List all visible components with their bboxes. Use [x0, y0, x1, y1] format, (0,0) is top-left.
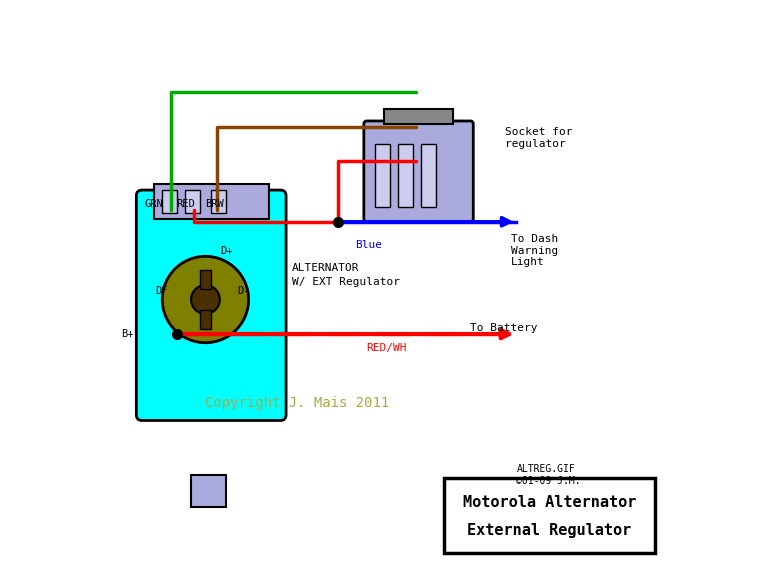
Circle shape [191, 285, 220, 314]
Text: ALTREG.GIF: ALTREG.GIF [516, 464, 575, 475]
Bar [445, 478, 654, 553]
Text: To Battery: To Battery [470, 323, 538, 334]
Text: Socket for: Socket for [505, 127, 572, 138]
Text: W/ EXT Regulator: W/ EXT Regulator [292, 277, 400, 287]
Text: regulator: regulator [505, 139, 566, 149]
Bar [200, 270, 211, 289]
Text: D+: D+ [220, 245, 233, 256]
Text: RED: RED [176, 199, 194, 210]
Bar [376, 144, 390, 207]
Bar [422, 144, 435, 207]
Text: Copyright J. Mais 2011: Copyright J. Mais 2011 [206, 396, 389, 410]
Bar [200, 310, 211, 329]
Text: To Dash: To Dash [511, 234, 558, 244]
FancyBboxPatch shape [137, 190, 286, 420]
Text: Blue: Blue [355, 240, 382, 250]
Bar [399, 144, 413, 207]
Text: Warning: Warning [511, 245, 558, 256]
Text: D-: D- [237, 286, 250, 296]
Text: Light: Light [511, 257, 545, 267]
Bar [191, 475, 226, 507]
Bar [162, 190, 177, 213]
Text: B+: B+ [121, 329, 134, 339]
Text: RED/WH: RED/WH [366, 343, 407, 354]
Text: BRW: BRW [205, 199, 223, 210]
Circle shape [162, 256, 249, 343]
Text: ©01-09 J.M.: ©01-09 J.M. [516, 476, 581, 486]
Bar [211, 190, 226, 213]
Text: Motorola Alternator: Motorola Alternator [463, 495, 636, 510]
Text: DF: DF [155, 286, 168, 296]
Text: External Regulator: External Regulator [468, 523, 632, 538]
FancyBboxPatch shape [364, 121, 473, 222]
Text: ALTERNATOR: ALTERNATOR [292, 263, 359, 273]
Text: GRN: GRN [144, 199, 163, 210]
Bar [185, 190, 200, 213]
Bar [154, 184, 269, 219]
Bar [384, 109, 453, 124]
